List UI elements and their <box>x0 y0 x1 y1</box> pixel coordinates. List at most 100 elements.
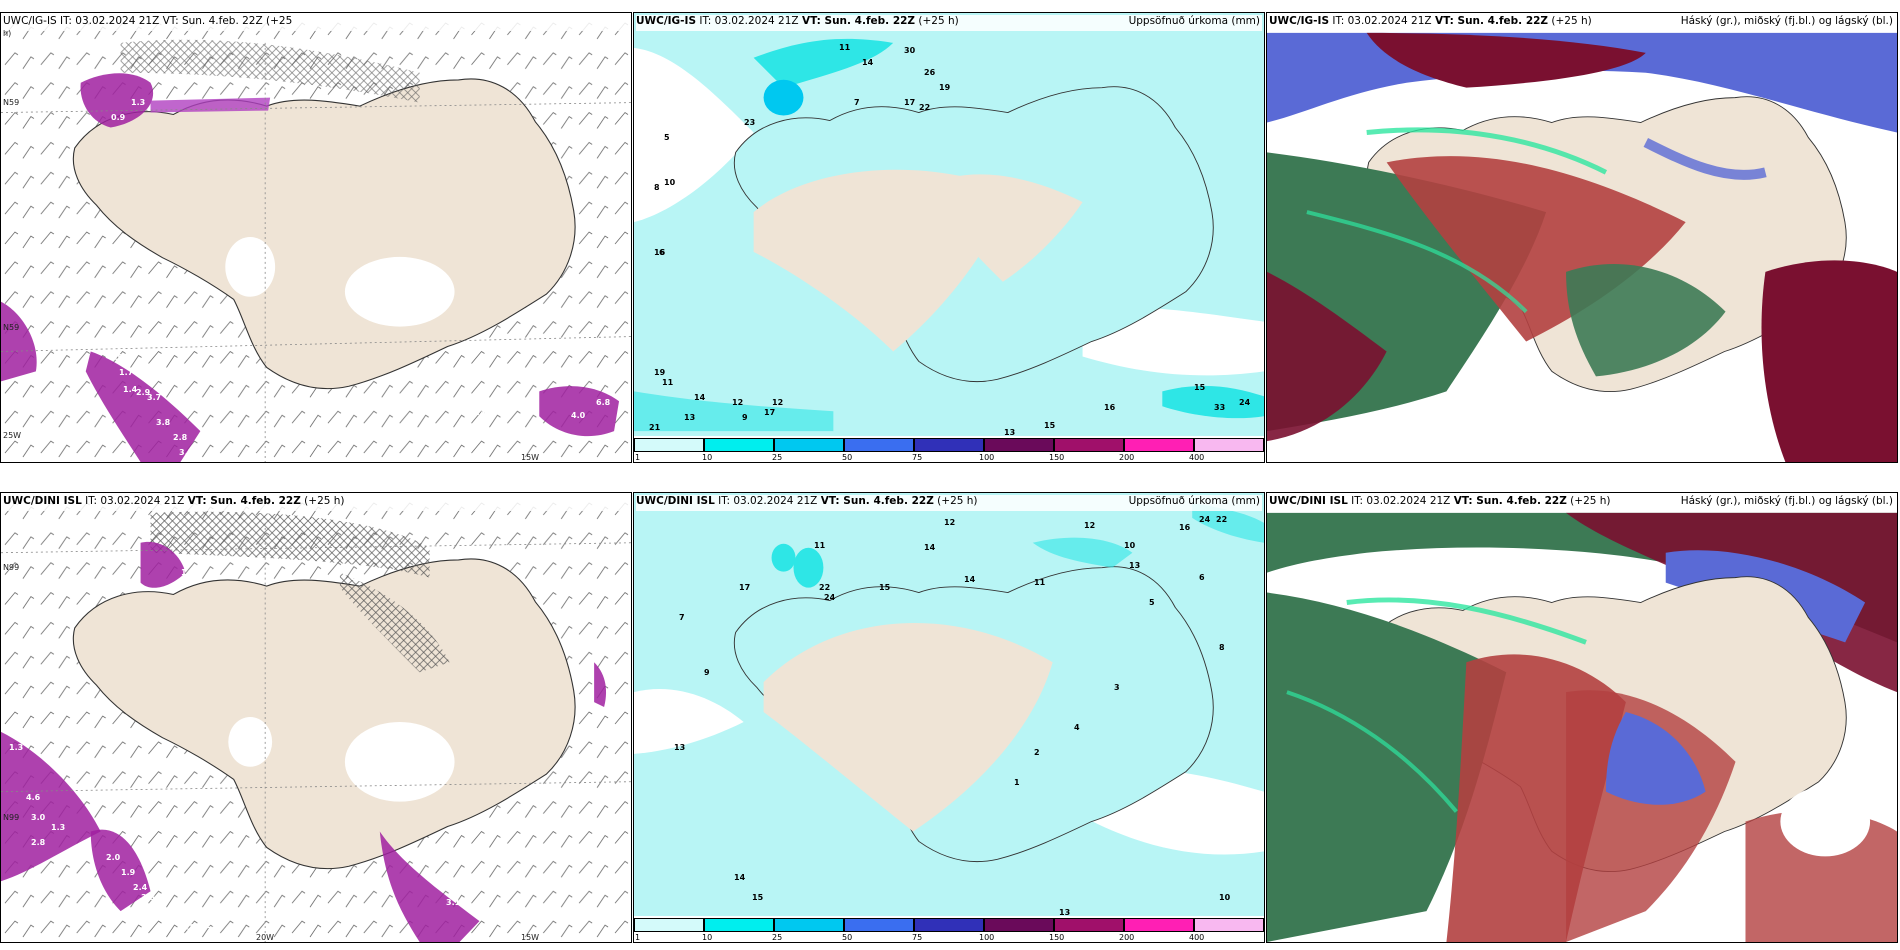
lead-time: (+25 h) <box>304 495 345 507</box>
value-label: 7 <box>679 613 685 622</box>
value-label: 2.9 <box>26 318 41 327</box>
value-label: 6.8 <box>596 398 611 407</box>
panel-title: UWC/DINI ISL IT: 03.02.2024 21Z VT: Sun.… <box>636 495 1262 511</box>
colorbar-tick: 1 <box>635 933 641 942</box>
value-label: 26 <box>924 68 936 77</box>
lon-label: 15W <box>521 933 540 942</box>
lat-label: N59 <box>3 323 20 332</box>
field-label: Háský (gr.), miðský (fj.bl.) og lágský (… <box>1680 495 1893 507</box>
panel-title: UWC/DINI ISL IT: 03.02.2024 21Z VT: Sun.… <box>1269 495 1895 511</box>
value-label: 1.3 <box>471 408 486 417</box>
value-label: 4 <box>1074 723 1080 732</box>
value-label: 1.7 <box>119 368 134 377</box>
value-label: 11 <box>1034 578 1046 587</box>
init-time: IT: 03.02.2024 21Z <box>1332 15 1432 27</box>
lat-label: 25W <box>3 431 22 440</box>
colorbar-tick: 10 <box>702 453 713 462</box>
colorbar-tick: 200 <box>1119 933 1135 942</box>
colorbar-swatch <box>984 918 1054 932</box>
model-name: UWC/DINI ISL <box>1269 495 1348 507</box>
lead-time: (+25 h) <box>1570 495 1611 507</box>
colorbar-swatch <box>1124 438 1194 452</box>
value-label: 3.1 <box>446 898 461 907</box>
colorbar-tick: 400 <box>1189 933 1205 942</box>
value-label: 9 <box>704 668 710 677</box>
value-label: 11 <box>814 541 826 550</box>
colorbar-swatch <box>634 918 704 932</box>
value-label: 2.0 <box>106 853 121 862</box>
panel-bottom-middle-precip: UWC/DINI ISL IT: 03.02.2024 21Z VT: Sun.… <box>633 492 1265 943</box>
colorbar-swatch <box>634 438 704 452</box>
value-label: 17 <box>904 98 916 107</box>
value-label: 1.3 <box>9 743 24 752</box>
value-label: 12 <box>732 398 744 407</box>
lead-time: (+25 h) <box>918 15 959 27</box>
value-label: 2.9 <box>136 388 151 397</box>
colorbar-swatch <box>774 438 844 452</box>
value-label: 4.6 <box>26 793 41 802</box>
panel-title: UWC/DINI ISL IT: 03.02.2024 21Z VT: Sun.… <box>3 495 629 511</box>
model-name: UWC/IG-IS <box>1269 15 1330 27</box>
value-label: 2.1 <box>41 368 56 377</box>
field-label: Uppsöfnuð úrkoma (mm) <box>1128 495 1260 507</box>
colorbar-tick: 10 <box>702 933 713 942</box>
value-label: 9 <box>742 413 748 422</box>
map-cloud <box>1267 493 1897 942</box>
value-label: 13 <box>1129 561 1141 570</box>
value-label: 1 <box>1014 778 1020 787</box>
panel-title: UWC/IG-IS IT: 03.02.2024 21Z VT: Sun. 4.… <box>1269 15 1895 31</box>
init-time: IT: 03.02.2024 21Z <box>699 15 799 27</box>
value-label: 24 <box>824 593 836 602</box>
valid-time: VT: Sun. 4.feb. 22Z <box>187 495 301 507</box>
value-label: 14 <box>964 575 976 584</box>
colorbar-tick: 25 <box>772 933 783 942</box>
value-label: 3.5 <box>541 913 556 922</box>
colorbar-swatch <box>844 918 914 932</box>
value-label: 15 <box>879 583 891 592</box>
value-label: 3.7 <box>147 393 162 402</box>
colorbar-swatch <box>844 438 914 452</box>
value-label: 14 <box>924 543 936 552</box>
value-label: 2.6 <box>351 573 366 582</box>
model-name: UWC/IG-IS <box>636 15 697 27</box>
panel-top-middle-precip: UWC/IG-IS IT: 03.02.2024 21Z VT: Sun. 4.… <box>633 12 1265 463</box>
valid-time: VT: Sun. 4.feb. 22Z <box>1453 495 1567 507</box>
lead-time: (+25 h) <box>937 495 978 507</box>
colorbar-tick: 75 <box>912 933 923 942</box>
value-label: 22 <box>919 103 931 112</box>
value-label: 12 <box>1084 521 1096 530</box>
value-label: 1.8 <box>181 923 196 932</box>
colorbar-tick: 100 <box>979 933 995 942</box>
value-label: 5 <box>1149 598 1155 607</box>
value-label: 23 <box>744 118 756 127</box>
value-label: 13 <box>674 743 686 752</box>
colorbar-swatch <box>1194 438 1264 452</box>
lat-label: N59 <box>3 98 20 107</box>
model-name: UWC/DINI ISL <box>3 495 82 507</box>
value-label: 8 <box>1219 643 1225 652</box>
panel-bottom-right-cloud: UWC/DINI ISL IT: 03.02.2024 21Z VT: Sun.… <box>1266 492 1898 943</box>
value-label: 1.6 <box>181 568 196 577</box>
value-label: 17 <box>764 408 776 417</box>
lon-label: 20W <box>256 933 275 942</box>
colorbar-tick: 400 <box>1189 453 1205 462</box>
map-precip <box>634 493 1264 942</box>
value-label: 15 <box>752 893 764 902</box>
map-wind-hatch <box>1 493 631 942</box>
lead-time: (+25 h) <box>1551 15 1592 27</box>
map-precip <box>634 13 1264 462</box>
lat-label: N99 <box>3 813 20 822</box>
colorbar: 1 10 25 50 75 100 150 200 400 <box>634 916 1264 942</box>
colorbar-swatch <box>1194 918 1264 932</box>
colorbar-swatch <box>914 438 984 452</box>
value-label: 1.3 <box>51 823 66 832</box>
title-text: UWC/IG-IS IT: 03.02.2024 21Z VT: Sun. 4.… <box>3 15 293 27</box>
field-label: Háský (gr.), miðský (fj.bl.) og lágský (… <box>1680 15 1893 27</box>
colorbar-tick: 150 <box>1049 933 1065 942</box>
panel-title: UWC/IG-IS IT: 03.02.2024 21Z VT: Sun. 4.… <box>3 15 629 31</box>
init-time: IT: 03.02.2024 21Z <box>718 495 818 507</box>
value-label: 13 <box>684 413 696 422</box>
value-label: 24 <box>1239 398 1251 407</box>
value-label: 19 <box>939 83 951 92</box>
init-time: IT: 03.02.2024 21Z <box>85 495 185 507</box>
